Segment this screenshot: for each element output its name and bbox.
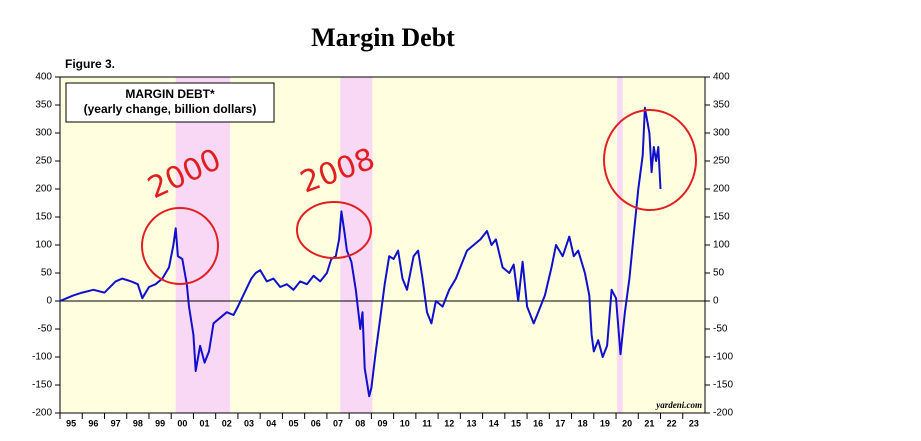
- x-tick-label: 97: [111, 418, 121, 428]
- annotation-circle: [141, 207, 219, 285]
- x-tick-label: 02: [222, 418, 232, 428]
- y2-tick-label: 150: [713, 212, 730, 223]
- x-tick-label: 04: [266, 418, 276, 428]
- x-tick-label: 03: [244, 418, 254, 428]
- y2-tick-label: -50: [713, 324, 728, 335]
- y-tick-label: -200: [32, 408, 52, 419]
- x-tick-label: 14: [489, 418, 499, 428]
- y-tick-label: 50: [41, 268, 53, 279]
- y2-tick-label: 200: [713, 184, 730, 195]
- y2-tick-label: 50: [713, 268, 725, 279]
- x-tick-label: 07: [333, 418, 343, 428]
- y-tick-label: 300: [35, 128, 52, 139]
- x-tick-label: 98: [133, 418, 143, 428]
- x-tick-label: 96: [88, 418, 98, 428]
- x-tick-label: 16: [533, 418, 543, 428]
- x-tick-label: 05: [289, 418, 299, 428]
- y-tick-label: 400: [35, 72, 52, 83]
- x-tick-label: 00: [177, 418, 187, 428]
- x-tick-label: 23: [689, 418, 699, 428]
- x-tick-label: 12: [444, 418, 454, 428]
- x-tick-label: 21: [644, 418, 654, 428]
- y-tick-label: -100: [32, 352, 52, 363]
- y2-tick-label: 400: [713, 72, 730, 83]
- x-tick-label: 11: [422, 418, 432, 428]
- chart-title: Margin Debt: [311, 23, 455, 52]
- figure-label: Figure 3.: [65, 57, 115, 71]
- y2-tick-label: 250: [713, 156, 730, 167]
- x-tick-label: 13: [466, 418, 476, 428]
- x-tick-label: 10: [400, 418, 410, 428]
- x-tick-label: 06: [311, 418, 321, 428]
- y-tick-label: -50: [38, 324, 53, 335]
- x-tick-label: 95: [66, 418, 76, 428]
- y-tick-label: 150: [35, 212, 52, 223]
- x-tick-label: 99: [155, 418, 165, 428]
- x-tick-label: 08: [355, 418, 365, 428]
- x-tick-label: 20: [622, 418, 632, 428]
- y-tick-label: 350: [35, 100, 52, 111]
- y-tick-label: -150: [32, 380, 52, 391]
- y-tick-label: 0: [46, 296, 52, 307]
- y2-tick-label: 100: [713, 240, 730, 251]
- legend-entry: MARGIN DEBT*: [125, 87, 215, 101]
- shaded-range: [175, 77, 231, 413]
- y-tick-label: 200: [35, 184, 52, 195]
- legend-note: (yearly change, billion dollars): [84, 102, 257, 116]
- x-tick-label: 18: [578, 418, 588, 428]
- y2-tick-label: -200: [713, 408, 733, 419]
- y2-tick-label: -150: [713, 380, 733, 391]
- y2-tick-label: 0: [713, 296, 719, 307]
- y-tick-label: 100: [35, 240, 52, 251]
- annotation-circle: [603, 109, 697, 211]
- x-tick-label: 22: [667, 418, 677, 428]
- data-line: [59, 106, 662, 398]
- y-tick-label: 250: [35, 156, 52, 167]
- y2-tick-label: 300: [713, 128, 730, 139]
- x-tick-label: 15: [511, 418, 521, 428]
- shaded-range: [617, 77, 623, 413]
- shaded-range: [340, 77, 373, 413]
- x-tick-label: 01: [200, 418, 210, 428]
- x-tick-label: 09: [377, 418, 387, 428]
- plot-background: [60, 77, 705, 413]
- source: yardeni.com: [655, 400, 702, 410]
- legend-box: [65, 82, 275, 123]
- y2-tick-label: -100: [713, 352, 733, 363]
- annotation-circle: [296, 201, 372, 259]
- x-tick-label: 19: [600, 418, 610, 428]
- x-tick-label: 17: [555, 418, 565, 428]
- y2-tick-label: 350: [713, 100, 730, 111]
